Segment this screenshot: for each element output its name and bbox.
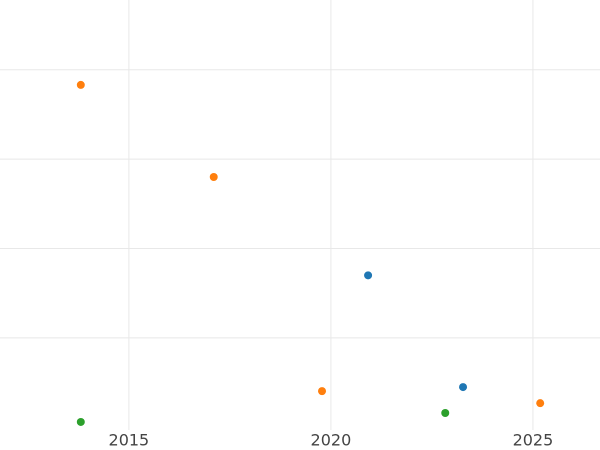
point — [459, 383, 468, 392]
point — [318, 387, 327, 396]
x-tick-label: 2025 — [513, 431, 554, 450]
point — [209, 173, 218, 182]
x-tick-label: 2015 — [109, 431, 150, 450]
point — [76, 417, 85, 426]
point — [76, 80, 85, 89]
point — [441, 409, 450, 418]
point — [364, 271, 373, 280]
point — [536, 399, 545, 408]
x-tick-label: 2020 — [311, 431, 352, 450]
